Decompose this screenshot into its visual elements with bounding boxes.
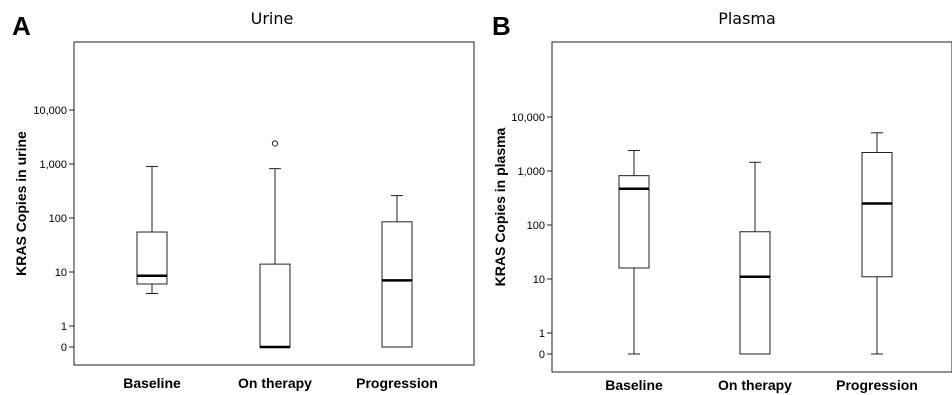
outlier-point: [271, 140, 279, 147]
box-on-therapy: [739, 161, 771, 355]
box-iqr: [861, 152, 893, 278]
panel-letter: B: [492, 11, 511, 41]
y-tick-label: 1,000: [39, 159, 67, 171]
chart-title: Urine: [251, 9, 294, 28]
chart-panel-a: A Urine 0 1 10 100 1,000 10,000 KRAS Copies in u…: [12, 9, 475, 391]
y-axis-label: KRAS Copies in urine: [13, 131, 29, 276]
y-tick-label: 10: [55, 267, 67, 279]
x-category-label: Progression: [356, 375, 438, 391]
y-tick-label: 1: [61, 321, 67, 333]
y-tick-label: 0: [539, 349, 545, 361]
box-iqr: [739, 231, 771, 355]
y-tick-label: 0: [61, 342, 67, 354]
box-iqr: [381, 221, 413, 348]
box-iqr: [259, 263, 291, 348]
plot-frame: [73, 41, 475, 366]
panel-letter: A: [12, 11, 31, 41]
y-tick-label: 1: [539, 328, 545, 340]
x-category-label: Baseline: [605, 377, 663, 393]
chart-title: Plasma: [718, 9, 776, 28]
y-tick-label: 1,000: [517, 166, 545, 178]
box-baseline: [136, 165, 168, 294]
y-tick-label: 10,000: [511, 112, 545, 124]
y-axis-label: KRAS Copies in plasma: [492, 127, 508, 286]
x-category-label: On therapy: [718, 377, 792, 393]
plot-frame: [551, 41, 952, 373]
y-tick-label: 10,000: [33, 105, 67, 117]
box-progression: [381, 195, 413, 348]
box-on-therapy: [259, 140, 291, 349]
x-category-label: On therapy: [238, 375, 312, 391]
box-baseline: [618, 149, 650, 355]
box-iqr: [618, 175, 650, 269]
x-category-label: Baseline: [123, 375, 181, 391]
y-tick-label: 100: [527, 220, 545, 232]
y-tick-label: 100: [49, 213, 67, 225]
box-progression: [861, 132, 893, 355]
y-tick-label: 10: [533, 274, 545, 286]
x-category-label: Progression: [836, 377, 918, 393]
